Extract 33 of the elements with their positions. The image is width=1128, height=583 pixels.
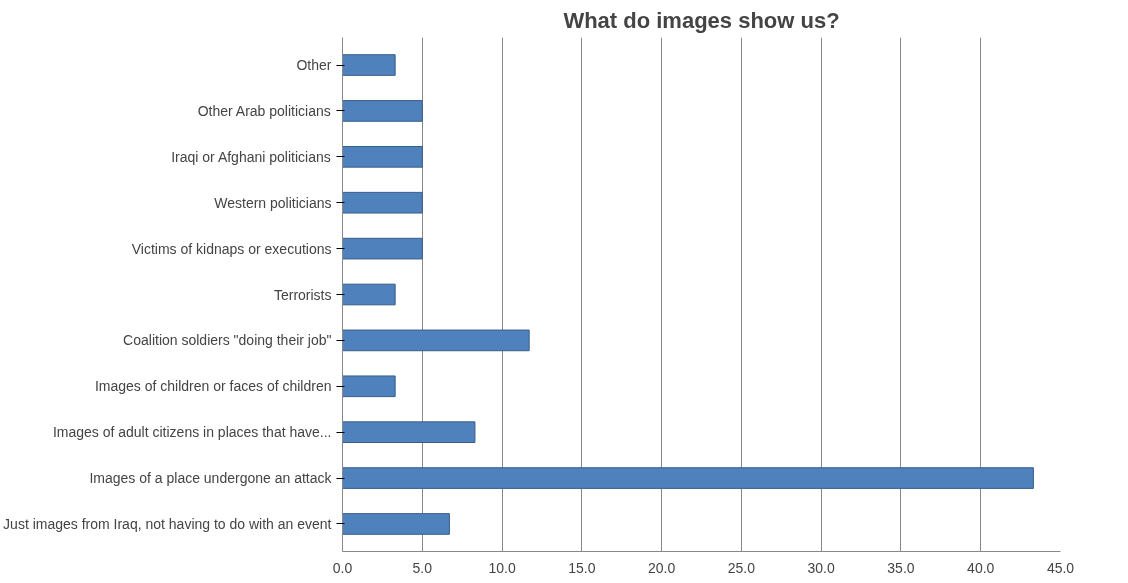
x-tick-label: 45.0 <box>1046 559 1075 576</box>
bar <box>342 283 396 306</box>
y-tick-label: Victims of kidnaps or executions <box>131 240 332 257</box>
y-tick-label: Iraqi or Afghani politicians <box>171 148 331 165</box>
x-tick-label: 5.0 <box>412 559 433 576</box>
x-tick-label: 10.0 <box>488 559 516 576</box>
y-tick-label: Terrorists <box>273 286 332 303</box>
x-tick-label: 20.0 <box>647 559 676 576</box>
x-tick-label: 25.0 <box>727 559 756 576</box>
bar <box>342 237 423 260</box>
x-tick-label: 15.0 <box>568 559 596 576</box>
chart-title: What do images show us? <box>563 7 840 33</box>
y-tick-label: Images of a place undergone an attack <box>89 470 333 487</box>
y-tick-label: Images of children or faces of children <box>94 378 332 395</box>
bar <box>342 375 396 398</box>
bar <box>342 100 423 122</box>
y-tick-label: Other Arab politicians <box>197 102 331 119</box>
bar <box>342 421 476 443</box>
bar <box>342 513 450 535</box>
x-tick-label: 40.0 <box>967 559 995 576</box>
bar <box>342 191 423 214</box>
y-tick-label: Coalition soldiers "doing their job" <box>123 332 332 349</box>
y-tick-label: Other <box>296 57 332 74</box>
x-tick-label: 0.0 <box>332 559 353 576</box>
y-tick-label: Just images from Iraq, not having to do with an event <box>3 515 332 532</box>
y-tick-label: Western politicians <box>214 194 332 211</box>
bar <box>342 54 396 76</box>
x-tick-label: 35.0 <box>887 559 915 576</box>
bar <box>342 146 423 168</box>
x-tick-label: 30.0 <box>807 559 835 576</box>
bar <box>342 467 1034 489</box>
y-tick-label: Images of adult citizens in places that have... <box>52 424 332 441</box>
bar <box>342 329 530 352</box>
